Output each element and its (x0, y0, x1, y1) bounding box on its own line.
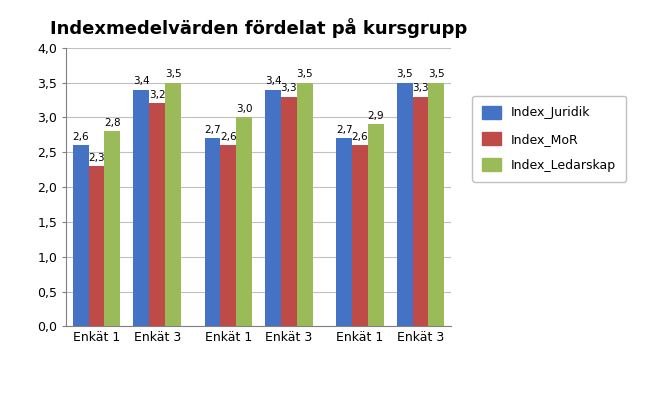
Bar (297, 82, 312, 326)
Bar (428, 82, 444, 326)
Legend: Index_Juridik, Index_MoR, Index_Ledarskap: Index_Juridik, Index_MoR, Index_Ledarska… (473, 96, 627, 181)
Text: 2,6: 2,6 (72, 132, 89, 142)
Bar (205, 138, 220, 326)
Bar (165, 82, 181, 326)
Bar (149, 103, 165, 326)
Bar (133, 90, 149, 326)
Bar (368, 124, 384, 326)
Bar (336, 138, 352, 326)
Text: 3,5: 3,5 (164, 69, 181, 79)
Bar (352, 145, 368, 326)
Text: 3,5: 3,5 (396, 69, 413, 79)
Title: Indexmedelvärden fördelat på kursgrupp: Indexmedelvärden fördelat på kursgrupp (50, 18, 467, 38)
Bar (105, 131, 120, 326)
Text: 3,3: 3,3 (280, 83, 297, 93)
Text: 2,9: 2,9 (367, 111, 384, 121)
Bar (236, 117, 252, 326)
Text: 3,4: 3,4 (265, 76, 281, 86)
Text: 2,3: 2,3 (88, 153, 105, 163)
Text: 3,3: 3,3 (412, 83, 429, 93)
Text: 2,7: 2,7 (336, 125, 353, 135)
Text: 3,5: 3,5 (296, 69, 313, 79)
Text: 3,5: 3,5 (428, 69, 445, 79)
Text: 3,0: 3,0 (236, 104, 253, 114)
Text: 3,4: 3,4 (133, 76, 150, 86)
Bar (220, 145, 236, 326)
Bar (412, 96, 428, 326)
Bar (397, 82, 412, 326)
Text: 2,7: 2,7 (204, 125, 221, 135)
Text: 2,8: 2,8 (104, 118, 121, 128)
Bar (73, 145, 89, 326)
Bar (89, 166, 105, 326)
Bar (281, 96, 297, 326)
Bar (265, 90, 281, 326)
Text: 2,6: 2,6 (220, 132, 237, 142)
Text: 3,2: 3,2 (149, 90, 166, 100)
Text: 2,6: 2,6 (351, 132, 368, 142)
